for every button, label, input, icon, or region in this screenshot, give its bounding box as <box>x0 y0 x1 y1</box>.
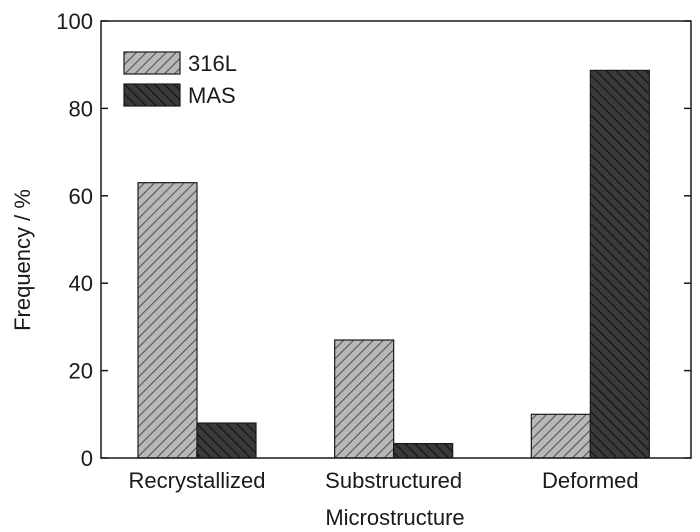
plot-frame <box>100 20 692 459</box>
bar-mas-recrystallized <box>196 422 257 459</box>
bar-mas-substructured <box>393 442 454 459</box>
y-axis-title: Frequency / % <box>10 189 35 331</box>
y-tick-label: 80 <box>69 96 93 121</box>
bar-mas-deformed <box>589 69 650 459</box>
x-tick-label: Substructured <box>325 468 462 493</box>
y-tick-label: 0 <box>81 446 93 471</box>
y-tick-label: 40 <box>69 271 93 296</box>
y-tick-label: 20 <box>69 359 93 384</box>
y-tick-label: 60 <box>69 184 93 209</box>
x-axis-title: Microstructure <box>325 505 464 530</box>
x-tick-label: Deformed <box>542 468 639 493</box>
legend-label-316l: 316L <box>188 51 237 76</box>
y-tick-label: 100 <box>56 9 93 34</box>
legend-swatch-mas <box>123 83 181 107</box>
legend-swatch-316l <box>123 51 181 75</box>
bar-316l-recrystallized <box>137 182 198 459</box>
x-tick-label: Recrystallized <box>129 468 266 493</box>
legend-label-mas: MAS <box>188 83 236 108</box>
bar-316l-substructured <box>334 339 395 459</box>
bar-316l-deformed <box>530 413 591 459</box>
